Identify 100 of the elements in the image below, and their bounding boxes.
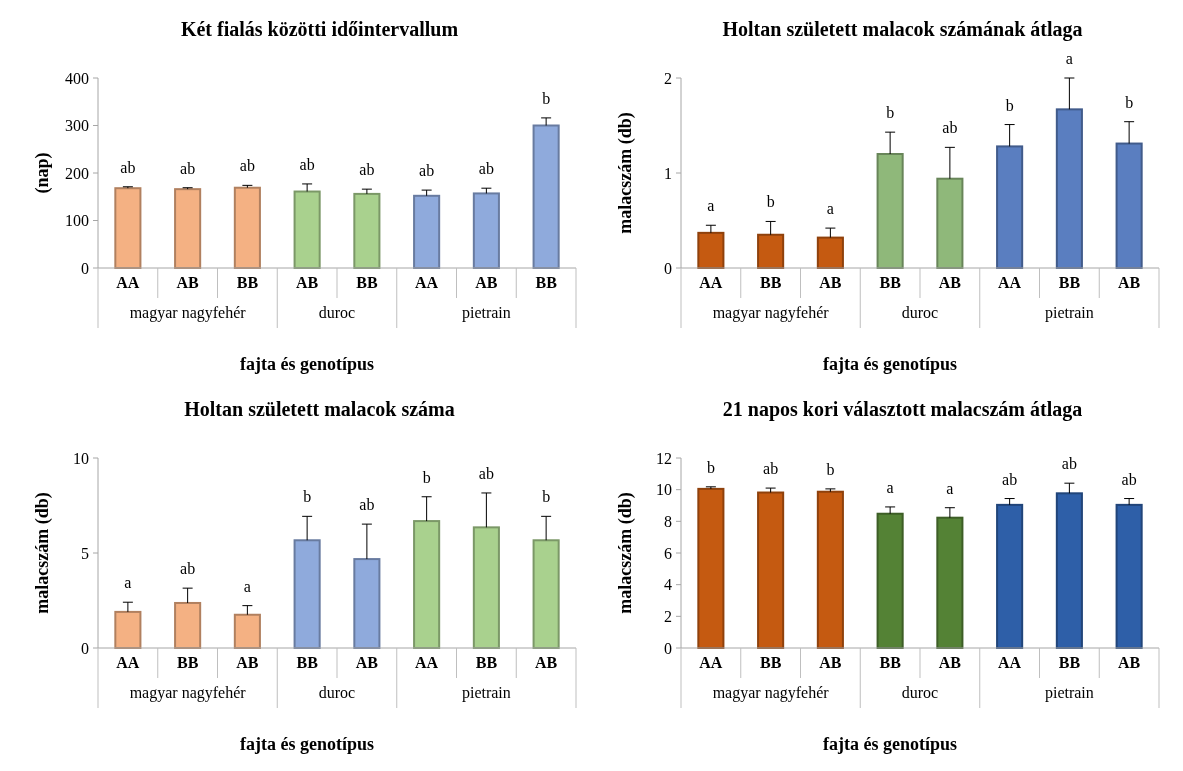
data-label: ab	[1061, 455, 1077, 473]
data-label: ab	[942, 119, 958, 137]
data-label: a	[124, 574, 132, 592]
x-tick-label: AB	[296, 274, 319, 291]
x-tick-label: AA	[116, 654, 140, 671]
bar	[293, 539, 321, 649]
x-tick-label: AB	[355, 654, 379, 671]
y-tick-label: 8	[664, 512, 672, 530]
chart-title: Két fialás közötti időintervallum	[180, 18, 459, 40]
bar	[757, 233, 785, 269]
y-axis-title: malacszám (db)	[615, 112, 636, 234]
x-tick-label: BB	[1058, 274, 1081, 291]
x-tick-label: AB	[819, 274, 842, 291]
text: magyar nagyfehér	[712, 304, 830, 322]
data-label: ab	[239, 157, 255, 175]
text: duroc	[901, 684, 939, 701]
y-axis-title: malacszám (db)	[615, 492, 636, 614]
bar	[353, 192, 381, 269]
y-tick-label: 6	[664, 544, 672, 562]
x-tick-label: AB	[176, 274, 200, 291]
x-tick-label: BB	[879, 274, 902, 291]
y-tick-label: 12	[656, 449, 672, 467]
data-label: ab	[180, 159, 196, 177]
x-tick-label: AB	[475, 274, 498, 291]
text: pietrain	[461, 684, 511, 702]
x-tick-label: AB	[236, 654, 259, 671]
bar	[876, 512, 904, 649]
data-label: ab	[180, 560, 196, 578]
bar	[174, 601, 202, 649]
x-tick-label: AA	[998, 654, 1022, 671]
x-tick-label: BB	[356, 274, 378, 291]
data-label: b	[706, 458, 715, 476]
text: pietrain	[1044, 304, 1094, 322]
bar	[472, 192, 500, 269]
x-tick-label: AB	[938, 274, 962, 291]
x-tick-label: AA	[998, 274, 1022, 291]
y-tick-label: 5	[81, 544, 89, 562]
data-label: ab	[299, 155, 315, 173]
y-tick-label: 1	[664, 164, 672, 182]
y-tick-label: 4	[664, 576, 672, 594]
data-label: a	[826, 200, 834, 218]
x-tick-label: AA	[415, 654, 439, 671]
data-label: a	[1065, 50, 1073, 67]
bar	[413, 520, 441, 649]
bar	[876, 153, 904, 269]
x-tick-label: AB	[938, 654, 962, 671]
data-label: b	[1005, 96, 1014, 114]
y-axis-title: malacszám (db)	[32, 492, 53, 614]
x-tick-label: AA	[699, 654, 723, 671]
x-tick-label: AA	[116, 274, 140, 291]
data-label: b	[826, 460, 835, 478]
x-tick-label: BB	[535, 274, 558, 291]
bar	[114, 187, 142, 269]
x-tick-label: AA	[415, 274, 439, 291]
x-tick-label: AB	[1118, 274, 1141, 291]
y-tick-label: 0	[664, 639, 672, 657]
data-label: b	[766, 193, 775, 211]
bar	[1055, 492, 1083, 649]
data-label: ab	[478, 464, 494, 482]
bar	[996, 145, 1024, 269]
data-label: ab	[359, 161, 375, 179]
data-label: b	[303, 488, 312, 506]
data-label: b	[542, 89, 551, 107]
bar	[1055, 108, 1083, 269]
x-tick-label: AA	[699, 274, 723, 291]
data-label: b	[422, 468, 431, 486]
text: pietrain	[1044, 684, 1094, 702]
data-label: a	[886, 478, 894, 496]
bar	[293, 190, 321, 269]
bar	[1115, 503, 1143, 649]
y-tick-label: 100	[65, 212, 89, 230]
y-tick-label: 10	[73, 449, 89, 467]
data-label: ab	[763, 460, 779, 478]
bar	[114, 610, 142, 649]
bar	[233, 613, 261, 649]
bar	[532, 124, 560, 269]
bar	[816, 236, 844, 269]
bar	[174, 188, 202, 269]
bar	[233, 186, 261, 269]
bar	[936, 177, 964, 269]
bar	[413, 194, 441, 269]
x-tick-label: BB	[759, 654, 782, 671]
data-label: ab	[1121, 470, 1137, 488]
y-tick-label: 0	[664, 259, 672, 277]
x-axis-title: fajta és genotípus	[240, 734, 374, 754]
text: magyar nagyfehér	[129, 304, 247, 322]
data-label: a	[707, 197, 715, 215]
y-tick-label: 2	[664, 607, 672, 625]
x-tick-label: BB	[176, 654, 199, 671]
y-tick-label: 10	[656, 481, 672, 499]
x-tick-label: AB	[1118, 654, 1141, 671]
text: duroc	[318, 304, 356, 321]
text: magyar nagyfehér	[129, 684, 247, 702]
bar	[697, 231, 725, 269]
data-label: a	[243, 577, 251, 595]
data-label: ab	[359, 496, 375, 514]
bar	[936, 516, 964, 649]
x-tick-label: BB	[1058, 654, 1081, 671]
x-tick-label: BB	[296, 654, 319, 671]
x-tick-label: BB	[879, 654, 902, 671]
